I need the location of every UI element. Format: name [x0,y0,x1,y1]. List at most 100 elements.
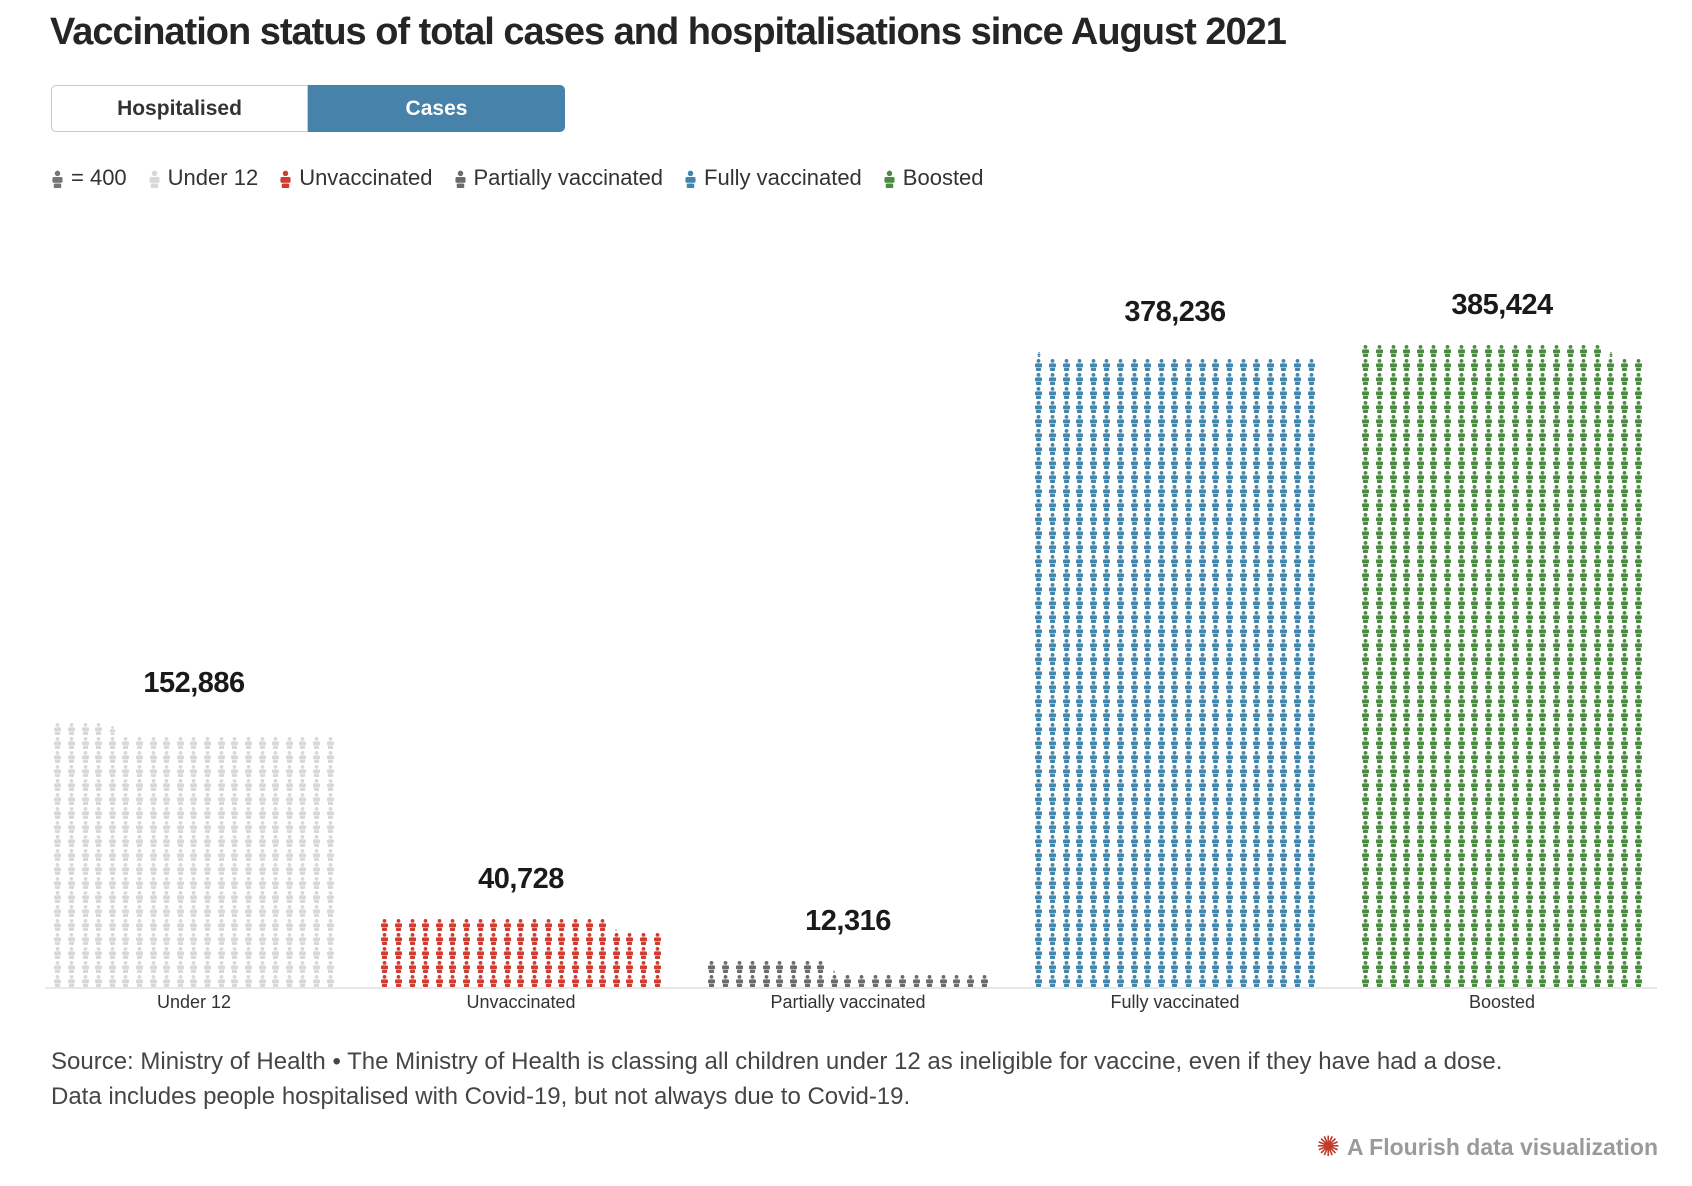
person-icon [1253,387,1261,399]
person-icon [244,765,252,777]
person-icon [1103,597,1111,609]
pictogram-block-under-12[interactable]: 152,886 [51,667,337,987]
person-icon [1266,457,1274,469]
person-icon [1457,443,1465,455]
pictogram-block-partially-vaccinated[interactable]: 12,316 [705,905,991,987]
person-icon [326,821,334,833]
person-icon [1566,681,1574,693]
person-icon [1444,709,1452,721]
person-icon [1280,835,1288,847]
person-icon [1512,779,1520,791]
person-icon [312,863,320,875]
person-icon [1607,933,1615,945]
person-icon [1198,765,1206,777]
tab-cases[interactable]: Cases [308,85,565,132]
icon-column [119,735,133,987]
person-icon [231,863,239,875]
person-icon [1157,821,1165,833]
person-icon [1103,891,1111,903]
person-icon [1103,919,1111,931]
person-icon [136,905,144,917]
person-icon [1144,737,1152,749]
person-icon [1035,429,1043,441]
person-icon [1512,625,1520,637]
person-icon [1471,583,1479,595]
person-icon [1035,877,1043,889]
person-icon [1280,765,1288,777]
person-icon [1444,919,1452,931]
person-icon [653,947,661,959]
person-icon [258,737,266,749]
pictogram-block-unvaccinated[interactable]: 40,728 [378,863,664,987]
person-icon [1539,849,1547,861]
tab-hospitalised[interactable]: Hospitalised [51,85,308,132]
flourish-credit-link[interactable]: ✺ A Flourish data visualization [1317,1133,1658,1161]
person-icon [1280,555,1288,567]
pictogram-block-fully-vaccinated[interactable]: 378,236 [1032,296,1318,987]
person-icon [1307,597,1315,609]
person-icon [1035,751,1043,763]
person-icon [1225,387,1233,399]
person-icon [1089,471,1097,483]
person-icon [136,975,144,987]
person-icon [1225,919,1233,931]
person-icon [1593,457,1601,469]
person-icon [449,947,457,959]
person-icon [1089,793,1097,805]
person-icon [1634,835,1642,847]
person-icon [1198,877,1206,889]
person-icon [299,961,307,973]
person-icon [108,919,116,931]
person-icon [1171,667,1179,679]
person-icon [1580,359,1588,371]
person-icon [1607,611,1615,623]
person-icon [1049,849,1056,861]
person-icon [1062,961,1070,973]
person-icon [1171,513,1179,525]
person-icon [1498,765,1506,777]
person-icon [1552,793,1560,805]
person-icon [1457,485,1465,497]
person-icon [1416,345,1424,357]
person-icon [1049,737,1056,749]
person-icon [1471,471,1479,483]
person-icon [1307,457,1315,469]
person-icon [108,863,116,875]
person-icon [749,975,757,987]
person-icon [1280,793,1288,805]
person-icon [1389,653,1397,665]
icon-column [296,735,310,987]
person-icon [1117,373,1125,385]
person-icon [1062,933,1070,945]
person-icon [1293,569,1301,581]
person-icon [1362,947,1370,959]
person-icon [1403,779,1411,791]
pictogram-block-boosted[interactable]: 385,424 [1359,289,1645,987]
person-icon [1239,765,1247,777]
person-icon [1389,345,1397,357]
person-icon [1212,373,1220,385]
person-icon [1117,359,1125,371]
person-icon [1539,359,1547,371]
person-icon [1525,947,1533,959]
person-icon [1089,387,1097,399]
person-icon [1293,457,1301,469]
person-icon [68,877,75,889]
icon-column [1195,357,1209,987]
person-icon [1620,653,1628,665]
person-icon [204,807,212,819]
icon-column [255,735,269,987]
person-icon [272,751,280,763]
person-icon [1498,737,1506,749]
person-icon [1307,359,1315,371]
person-icon [1225,555,1233,567]
person-icon [1471,415,1479,427]
person-icon [1062,891,1070,903]
person-icon [1076,401,1084,413]
person-icon [54,975,62,987]
person-icon [1076,863,1084,875]
person-icon [1416,387,1424,399]
person-icon [1062,527,1070,539]
person-icon [1430,373,1438,385]
person-icon [1457,345,1465,357]
